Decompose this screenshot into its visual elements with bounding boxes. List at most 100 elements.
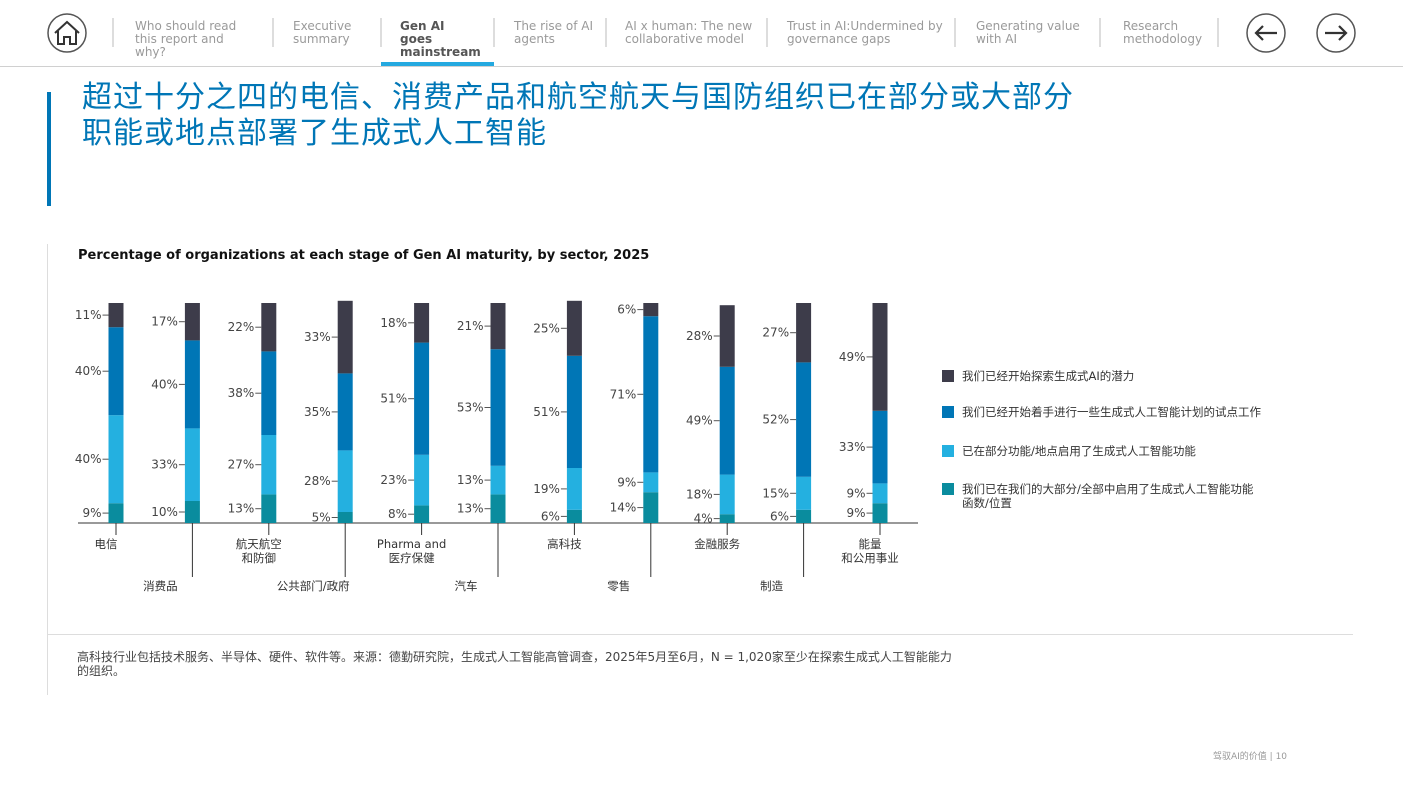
nav-tab[interactable]: The rise of AI agents — [514, 19, 593, 46]
value-label: 52% — [762, 413, 789, 427]
bar-segment — [796, 509, 812, 523]
home-button[interactable] — [47, 13, 87, 53]
category-label: 公共部门/政府 — [277, 579, 350, 593]
footnote: 高科技行业包括技术服务、半导体、硬件、软件等。来源：德勤研究院，生成式人工智能高… — [77, 650, 952, 678]
value-label: 9% — [846, 506, 865, 520]
bar-segment — [566, 355, 582, 468]
nav-tab[interactable]: Trust in AI:Undermined by governance gap… — [787, 19, 943, 46]
bar-segment — [337, 300, 353, 374]
value-label: 33% — [839, 440, 866, 454]
bar-segment — [719, 305, 735, 367]
category-label: 汽车 — [455, 579, 478, 593]
bar-segment — [796, 303, 812, 363]
value-label: 15% — [762, 486, 789, 500]
value-label: 6% — [617, 303, 636, 317]
value-label: 40% — [75, 364, 102, 378]
bar-segment — [261, 351, 277, 435]
next-button[interactable] — [1316, 13, 1356, 53]
value-label: 13% — [457, 473, 484, 487]
value-label: 28% — [304, 474, 331, 488]
legend-label: 已在部分功能/地点启用了生成式人工智能功能 — [962, 444, 1196, 458]
category-label: 能量和公用事业 — [841, 537, 899, 565]
category-label: 航天航空和防御 — [236, 537, 282, 565]
value-label: 13% — [228, 502, 255, 516]
nav-tab[interactable]: Gen AI goes mainstream — [400, 19, 481, 59]
bar-segment — [414, 505, 430, 523]
bar-segment — [566, 300, 582, 356]
value-label: 49% — [839, 350, 866, 364]
value-label: 71% — [610, 387, 637, 401]
bar-segment — [108, 415, 124, 504]
bar-segment — [184, 303, 200, 341]
bar-segment — [337, 450, 353, 512]
nav-tab[interactable]: Generating value with AI — [976, 19, 1080, 46]
value-label: 28% — [686, 329, 713, 343]
legend-swatch — [942, 370, 954, 382]
value-label: 49% — [686, 414, 713, 428]
value-label: 4% — [694, 512, 713, 526]
bar-segment — [872, 410, 888, 484]
legend-swatch — [942, 445, 954, 457]
value-label: 9% — [846, 486, 865, 500]
value-label: 38% — [228, 386, 255, 400]
bar-segment — [108, 303, 124, 328]
category-label: 电信 — [95, 537, 118, 551]
value-label: 19% — [533, 482, 560, 496]
value-label: 10% — [151, 505, 178, 519]
bar-segment — [490, 303, 506, 350]
bar-segment — [490, 494, 506, 523]
nav-tab[interactable]: Who should read this report and why? — [135, 19, 237, 59]
bar-segment — [414, 454, 430, 506]
legend-label: 我们已经开始着手进行一些生成式人工智能计划的试点工作 — [962, 405, 1261, 419]
value-label: 8% — [388, 507, 407, 521]
bar-segment — [261, 435, 277, 495]
chart-title: Percentage of organizations at each stag… — [78, 248, 649, 263]
bar-segment — [184, 428, 200, 501]
nav-tab[interactable]: AI x human: The new collaborative model — [625, 19, 753, 46]
bar-segment — [414, 342, 430, 455]
value-label: 27% — [228, 458, 255, 472]
value-label: 51% — [533, 405, 560, 419]
page-footer: 驾驭AI的价值 | 10 — [1213, 752, 1288, 762]
value-label: 6% — [541, 509, 560, 523]
active-tab-underline — [381, 62, 494, 66]
value-label: 6% — [770, 509, 789, 523]
nav-tab[interactable]: Executive summary — [293, 19, 352, 46]
bar-segment — [414, 303, 430, 343]
bar-segment — [872, 503, 888, 523]
bar-segment — [643, 472, 659, 493]
bar-segment — [261, 303, 277, 352]
title-accent — [47, 92, 51, 206]
value-label: 35% — [304, 405, 331, 419]
value-label: 9% — [617, 475, 636, 489]
category-label: 金融服务 — [694, 537, 740, 551]
bar-segment — [184, 340, 200, 429]
bar-segment — [872, 303, 888, 411]
value-label: 53% — [457, 401, 484, 415]
value-label: 18% — [686, 487, 713, 501]
bar-segment — [719, 366, 735, 475]
legend-swatch — [942, 406, 954, 418]
bar-segment — [796, 362, 812, 477]
bar-segment — [719, 514, 735, 523]
prev-button[interactable] — [1246, 13, 1286, 53]
bar-segment — [490, 349, 506, 466]
bar-segment — [719, 474, 735, 515]
value-label: 33% — [151, 458, 178, 472]
value-label: 9% — [82, 506, 101, 520]
bar-segment — [872, 483, 888, 504]
bar-segment — [337, 512, 353, 523]
value-label: 51% — [380, 392, 407, 406]
value-label: 18% — [380, 316, 407, 330]
bar-segment — [643, 316, 659, 473]
bar-segment — [184, 501, 200, 523]
bar-segment — [566, 468, 582, 510]
legend-label: 我们已在我们的大部分/全部中启用了生成式人工智能功能函数/位置 — [962, 482, 1254, 510]
bar-segment — [108, 327, 124, 416]
value-label: 17% — [151, 315, 178, 329]
value-label: 22% — [228, 320, 255, 334]
nav-tab[interactable]: Research methodology — [1123, 19, 1203, 46]
category-label: 高科技 — [547, 537, 582, 551]
